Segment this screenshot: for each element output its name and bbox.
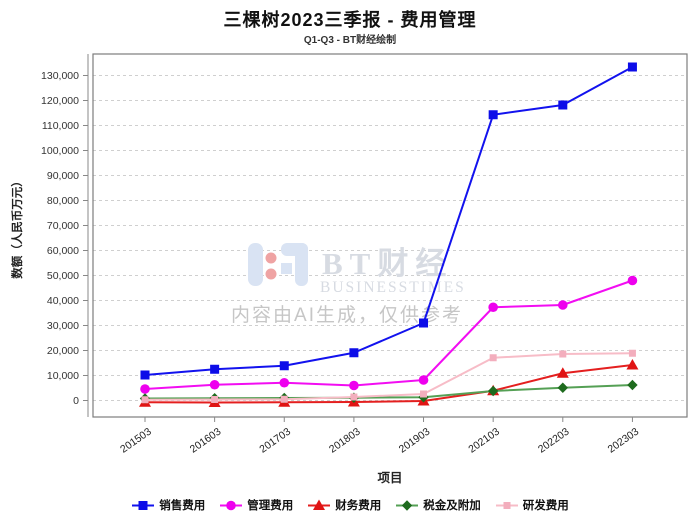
gridlines	[93, 75, 687, 401]
watermark: BT财经 BUSINESSTIMES 内容由AI生成，仅供参考	[231, 243, 466, 326]
legend-label: 销售费用	[159, 500, 206, 512]
x-axis-title: 项目	[377, 471, 403, 485]
plot-border	[92, 53, 688, 418]
y-tick-label: 90,000	[47, 170, 79, 182]
y-tick-label: 20,000	[47, 345, 79, 357]
y-tick-label: 130,000	[41, 70, 79, 82]
y-tick-label: 80,000	[47, 195, 79, 207]
x-tick-label: 201603	[188, 426, 224, 456]
series-line	[144, 364, 633, 404]
plot-area: BT财经 BUSINESSTIMES 内容由AI生成，仅供参考 0 10,000 2…	[41, 53, 688, 456]
x-tick-label: 201703	[257, 426, 293, 456]
x-tick-label: 202203	[536, 426, 572, 456]
legend-marker-icon	[132, 500, 155, 510]
legend-item-1[interactable]: 管理费用	[219, 497, 293, 513]
legend-label: 税金及附加	[423, 500, 481, 512]
data-point	[209, 379, 220, 390]
data-point	[210, 364, 220, 374]
legend-item-0[interactable]: 销售费用	[131, 497, 205, 513]
data-point	[558, 100, 568, 110]
watermark-logo-dot	[265, 252, 277, 264]
data-point	[418, 375, 429, 385]
y-tick-label: 60,000	[47, 245, 79, 257]
watermark-brand-subtext: BUSINESSTIMES	[320, 279, 466, 296]
series-line	[144, 384, 633, 400]
y-tick-label: 0	[73, 395, 79, 407]
data-point	[226, 500, 237, 510]
series-研发费用	[141, 349, 636, 404]
data-point	[140, 384, 150, 394]
x-tick-label: 201903	[397, 426, 433, 456]
watermark-brand-text: BT财经	[322, 246, 453, 281]
data-point	[420, 390, 428, 398]
legend: 销售费用 管理费用 财务费用 税金及附加 研发费用	[0, 497, 700, 513]
chart-title: 三棵树2023三季报 - 费用管理	[223, 10, 477, 30]
legend-marker-icon	[308, 499, 331, 510]
data-point	[141, 396, 149, 404]
data-point	[627, 379, 638, 391]
data-point	[627, 62, 637, 72]
legend-label: 研发费用	[522, 500, 569, 512]
legend-item-2[interactable]: 财务费用	[307, 497, 381, 513]
y-tick-label: 10,000	[47, 370, 79, 382]
legend-marker-icon	[220, 500, 243, 510]
chart-subtitle: Q1-Q3 - BT财经绘制	[303, 35, 397, 46]
legend-marker-icon	[495, 501, 518, 509]
y-tick-label: 120,000	[41, 95, 79, 107]
data-point	[488, 302, 498, 313]
data-point	[349, 380, 359, 391]
watermark-logo-leg	[295, 243, 308, 286]
series-line	[144, 66, 633, 376]
data-point	[503, 501, 511, 509]
y-tick-label: 30,000	[47, 320, 79, 332]
data-point	[489, 354, 497, 362]
x-tick-label: 202303	[606, 426, 642, 456]
y-tick-label: 100,000	[41, 145, 79, 157]
data-point	[279, 361, 289, 371]
data-point	[280, 395, 288, 403]
watermark-logo-bar	[248, 243, 263, 286]
y-tick-label: 40,000	[47, 295, 79, 307]
series-管理费用	[140, 275, 638, 394]
data-point	[279, 377, 290, 388]
x-tick-label: 202103	[466, 426, 502, 456]
y-tick-label: 70,000	[47, 220, 79, 232]
legend-item-3[interactable]: 税金及附加	[395, 497, 481, 513]
data-point	[350, 393, 358, 401]
data-point	[488, 110, 498, 120]
data-point	[419, 318, 429, 328]
watermark-logo-dot	[265, 268, 277, 280]
legend-label: 管理费用	[247, 500, 294, 512]
legend-marker-icon	[396, 499, 419, 511]
data-point	[557, 300, 568, 310]
data-series	[139, 62, 639, 407]
data-point	[402, 499, 413, 511]
data-point	[140, 370, 150, 380]
data-point	[626, 359, 639, 370]
x-tick-label: 201503	[118, 426, 154, 456]
y-tick-label: 50,000	[47, 270, 79, 282]
x-tick-label: 201803	[327, 426, 363, 456]
legend-item-4[interactable]: 研发费用	[495, 497, 569, 513]
data-point	[627, 275, 638, 286]
data-point	[138, 500, 148, 510]
series-line	[144, 279, 633, 390]
data-point	[559, 350, 567, 358]
series-销售费用	[140, 62, 637, 380]
watermark-logo-foot	[281, 263, 292, 274]
y-tick-label: 110,000	[42, 120, 79, 132]
data-point	[628, 349, 636, 357]
watermark-disclaimer: 内容由AI生成，仅供参考	[231, 304, 463, 326]
legend-label: 财务费用	[335, 500, 382, 512]
data-point	[211, 396, 219, 403]
series-line	[144, 352, 633, 401]
data-point	[349, 348, 359, 358]
data-point	[556, 367, 569, 378]
data-point	[487, 385, 499, 397]
data-point	[557, 382, 568, 393]
data-point	[313, 499, 326, 510]
